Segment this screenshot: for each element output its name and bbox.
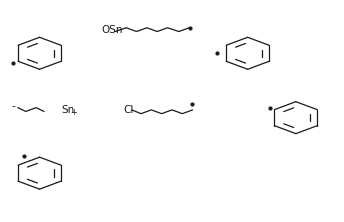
Text: Sn: Sn: [61, 105, 75, 115]
Text: Cl: Cl: [124, 105, 134, 115]
Text: -: -: [11, 101, 15, 112]
Text: OSn: OSn: [101, 25, 123, 35]
Text: +: +: [70, 108, 77, 117]
